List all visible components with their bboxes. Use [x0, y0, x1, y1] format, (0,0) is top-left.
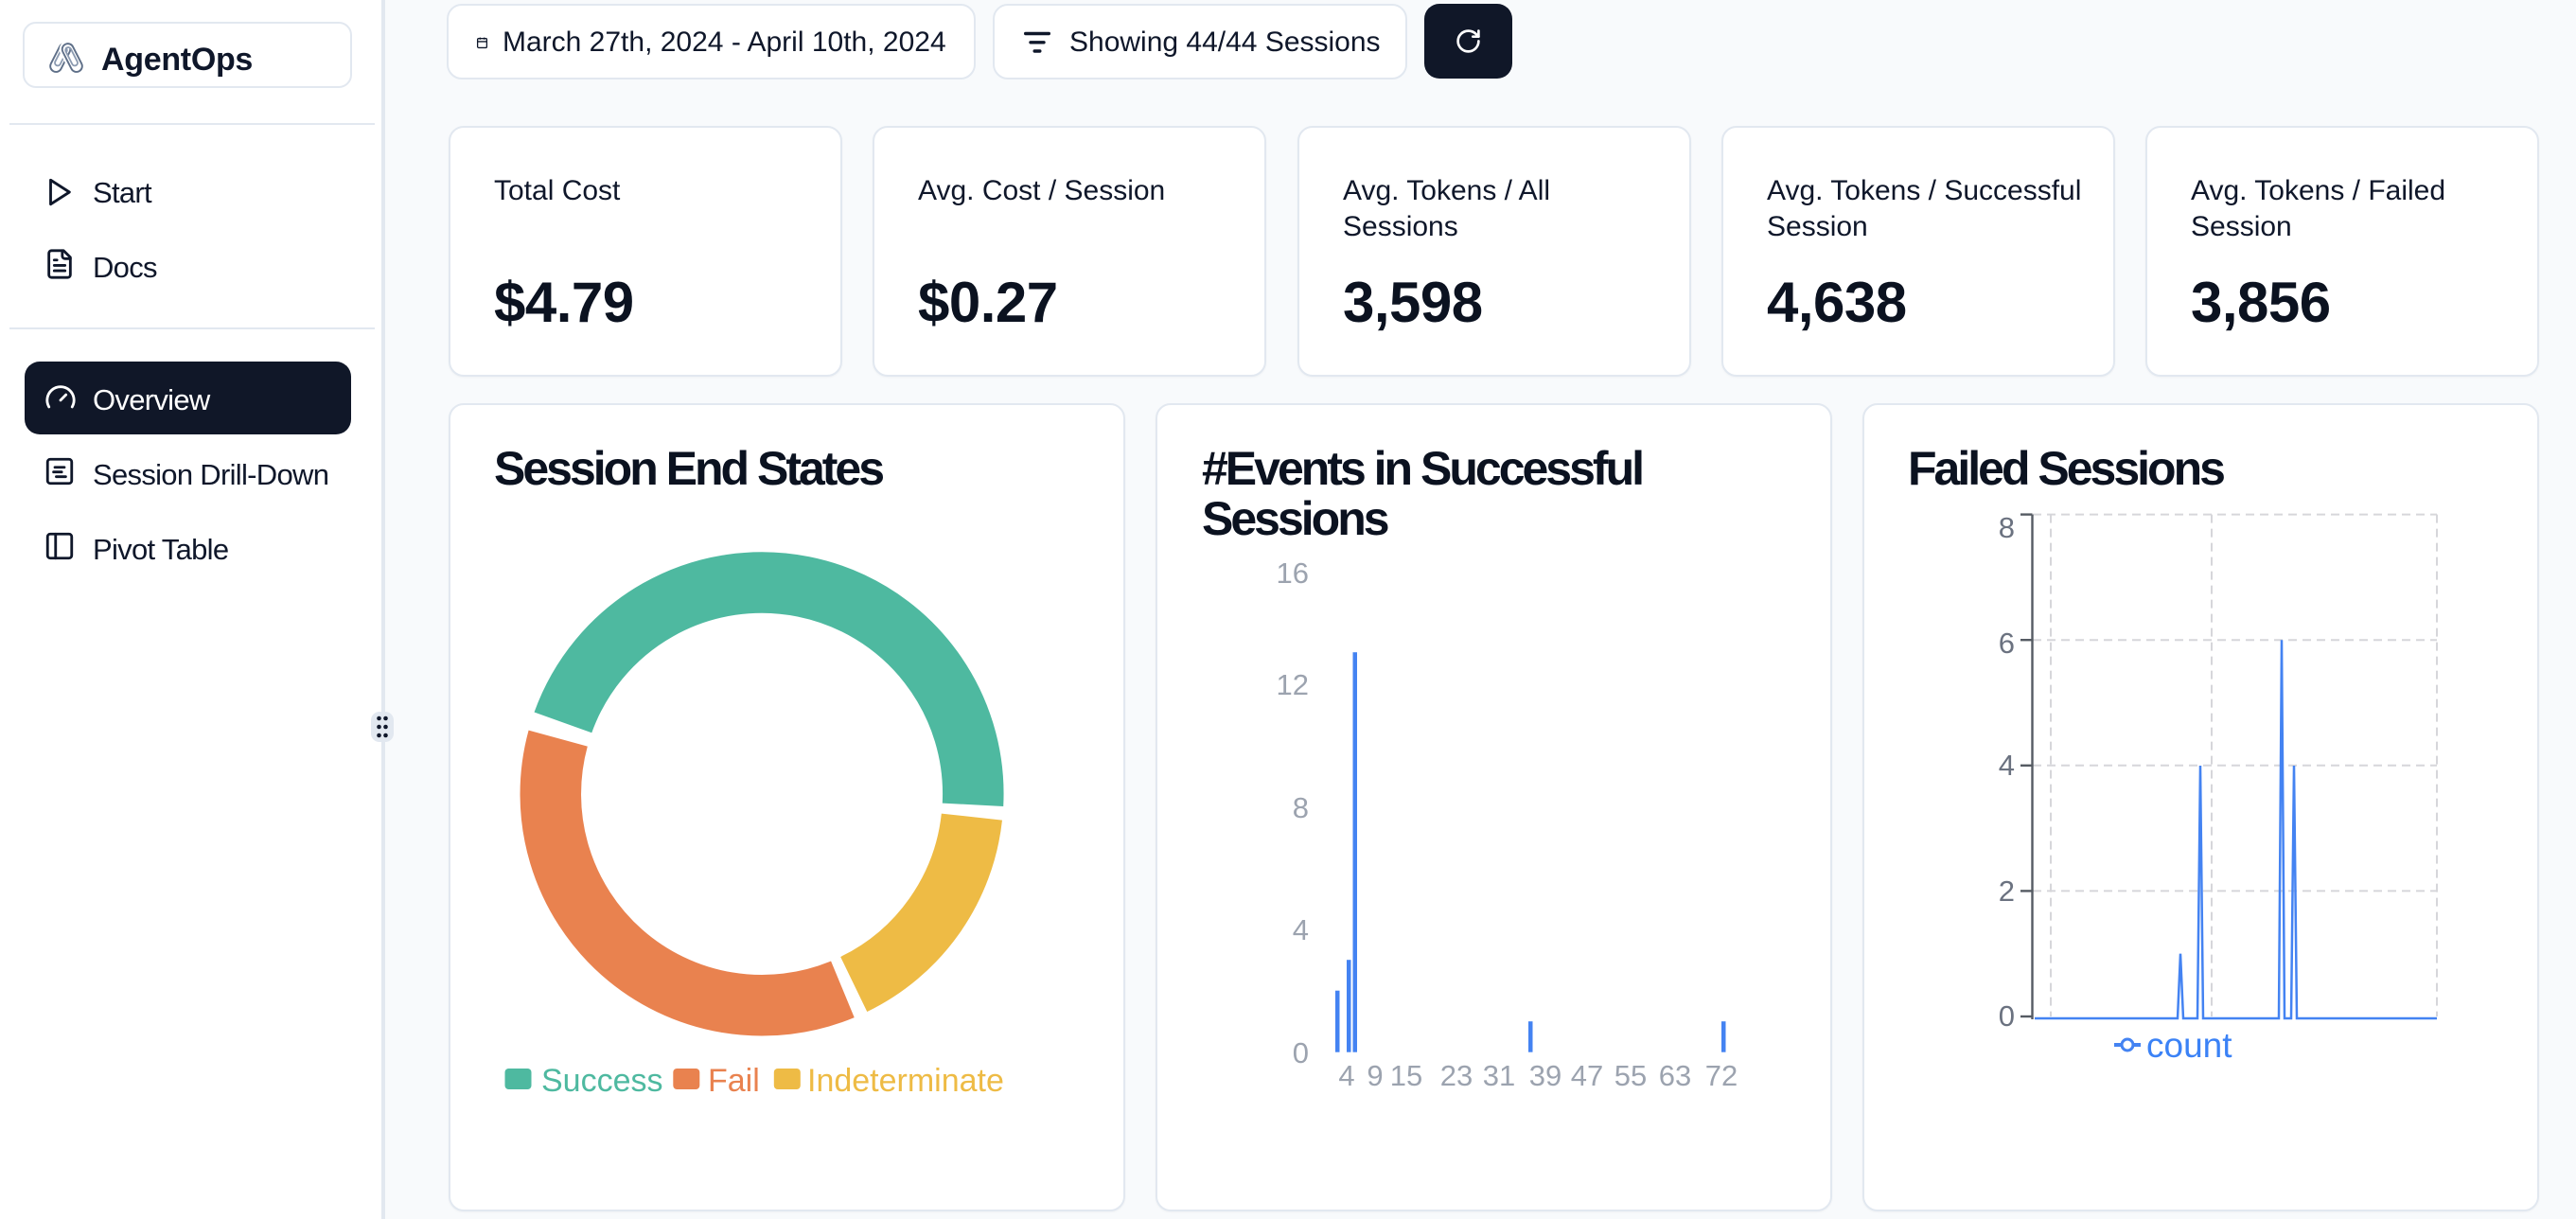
svg-text:16: 16	[1277, 556, 1309, 590]
svg-text:63: 63	[1659, 1059, 1691, 1092]
svg-text:31: 31	[1483, 1059, 1515, 1092]
svg-text:23: 23	[1440, 1059, 1473, 1092]
svg-text:72: 72	[1705, 1059, 1738, 1092]
svg-text:8: 8	[1999, 511, 2015, 544]
svg-text:55: 55	[1614, 1059, 1647, 1092]
svg-text:0: 0	[1999, 999, 2015, 1033]
svg-text:15: 15	[1390, 1059, 1422, 1092]
svg-text:0: 0	[1293, 1036, 1309, 1069]
svg-text:12: 12	[1277, 668, 1309, 701]
svg-text:4: 4	[1293, 913, 1309, 946]
svg-text:9: 9	[1367, 1059, 1383, 1092]
svg-text:4: 4	[1338, 1059, 1354, 1092]
svg-text:Success: Success	[541, 1063, 663, 1099]
svg-text:2: 2	[1999, 874, 2015, 908]
svg-text:Fail: Fail	[708, 1063, 760, 1099]
svg-text:47: 47	[1571, 1059, 1603, 1092]
svg-text:4: 4	[1999, 749, 2015, 782]
svg-text:6: 6	[1999, 627, 2015, 660]
svg-text:Indeterminate: Indeterminate	[807, 1063, 1004, 1099]
svg-text:8: 8	[1293, 791, 1309, 824]
svg-text:39: 39	[1529, 1059, 1561, 1092]
svg-text:count: count	[2146, 1026, 2232, 1065]
